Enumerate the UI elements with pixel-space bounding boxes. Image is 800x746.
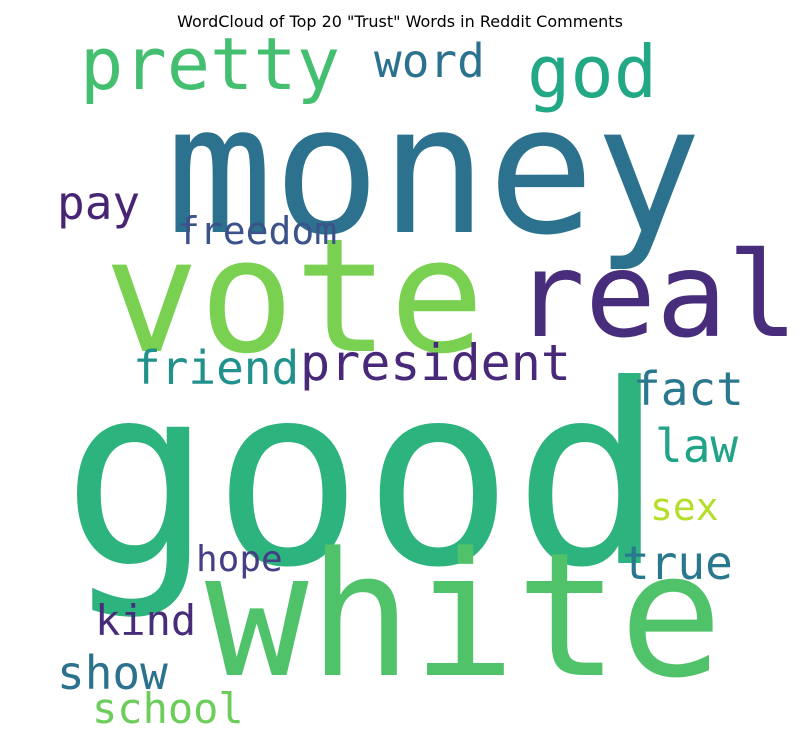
word-good: good	[62, 331, 665, 622]
word-show: show	[57, 646, 168, 700]
word-president: president	[300, 334, 571, 392]
word-real: real	[514, 226, 799, 364]
word-freedom: freedom	[177, 209, 338, 253]
word-pretty: pretty	[80, 22, 341, 106]
word-money: money	[166, 67, 702, 274]
word-white: white	[205, 515, 723, 716]
word-true: true	[622, 536, 733, 590]
word-god: god	[527, 30, 658, 114]
word-kind: kind	[95, 596, 197, 645]
word-school: school	[92, 684, 244, 733]
word-hope: hope	[196, 539, 283, 580]
word-fact: fact	[633, 362, 744, 416]
figure-title: WordCloud of Top 20 "Trust" Words in Red…	[177, 12, 623, 31]
word-word: word	[374, 34, 485, 88]
word-friend: friend	[133, 341, 300, 395]
word-pay: pay	[57, 176, 141, 230]
word-law: law	[655, 419, 739, 473]
word-vote: vote	[104, 205, 485, 389]
word-sex: sex	[650, 485, 719, 529]
